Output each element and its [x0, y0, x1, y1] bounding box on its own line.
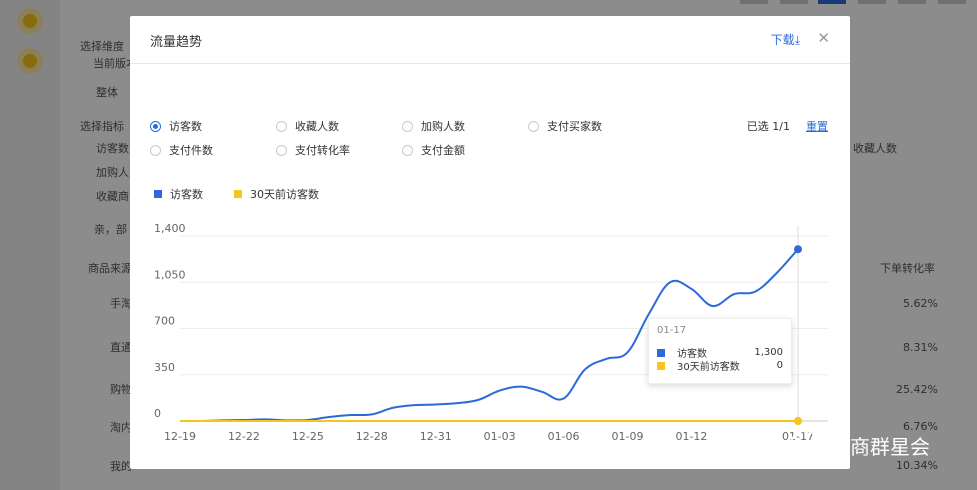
row-rate: 10.34% — [896, 459, 938, 472]
radio-icon — [276, 120, 287, 132]
right-metric[interactable]: 收藏人数 — [853, 142, 897, 155]
metric-pay-amount[interactable]: 支付金额 — [402, 142, 465, 158]
radio-icon — [150, 144, 161, 156]
checkbox-item[interactable]: 收藏商 — [96, 190, 129, 203]
download-label: 下载 — [770, 33, 795, 47]
metric-conversion[interactable]: 支付转化率 — [276, 142, 350, 158]
metric-buyers[interactable]: 支付买家数 — [528, 118, 602, 134]
radio-icon — [276, 144, 287, 156]
legend-item[interactable]: 30天前访客数 — [234, 186, 319, 202]
row-name: 直通 — [110, 341, 132, 354]
radio-icon — [402, 144, 413, 156]
tooltip-date: 01-17 — [657, 325, 687, 336]
row-name: 淘内 — [110, 421, 132, 434]
traffic-trend-modal: 流量趋势 下载⤓ ✕ 访客数 收藏人数 加购人数 支付买家数 支付件数 支付转化… — [130, 16, 850, 469]
legend-swatch — [234, 190, 242, 198]
row-rate: 25.42% — [896, 383, 938, 396]
y-tick-label: 0 — [154, 407, 161, 420]
y-tick-label: 1,050 — [154, 268, 186, 281]
wechat-icon: ∞ — [790, 430, 820, 460]
tooltip-name: 30天前访客数 — [677, 362, 740, 373]
row-name: 我的 — [110, 460, 132, 473]
tooltip-swatch — [657, 348, 665, 357]
download-button[interactable]: 下载⤓ — [771, 31, 800, 48]
tooltip-row: 30天前访客数 0 — [657, 359, 783, 373]
checkbox-item[interactable]: 加购人 — [96, 166, 129, 179]
watermark: ∞ 电商群星会 — [790, 430, 930, 460]
tooltip-swatch — [657, 361, 665, 370]
y-tick-label: 700 — [154, 315, 175, 328]
metric-label: 选择指标 — [80, 120, 124, 133]
tooltip-value: 1,300 — [754, 347, 783, 358]
watermark-text: 电商群星会 — [830, 434, 930, 459]
tooltip-row: 访客数 1,300 — [657, 346, 783, 360]
note-text: 亲，部 — [94, 223, 127, 236]
x-tick-label: 01-09 — [612, 430, 644, 443]
metric-visitors[interactable]: 访客数 — [150, 118, 202, 134]
series-point — [794, 417, 802, 425]
x-tick-label: 12-25 — [292, 430, 324, 443]
source-header: 商品来源 — [88, 262, 132, 275]
row-name: 手淘 — [110, 297, 132, 310]
metric-pay-items[interactable]: 支付件数 — [150, 142, 213, 158]
series-point — [794, 245, 802, 254]
radio-icon — [402, 120, 413, 132]
download-icon: ⤓ — [794, 33, 800, 47]
row-name: 购物 — [110, 383, 132, 396]
modal-title: 流量趋势 — [150, 35, 203, 50]
metric-favorites[interactable]: 收藏人数 — [276, 118, 339, 134]
x-tick-label: 01-03 — [484, 430, 516, 443]
legend-item[interactable]: 访客数 — [154, 186, 203, 202]
radio-icon — [150, 120, 161, 132]
close-icon[interactable]: ✕ — [817, 29, 830, 47]
line-chart[interactable]: 0 350 700 1,050 1,400 12-19 12-22 12-25 12-28 12-… — [130, 16, 850, 469]
tooltip-name: 访客数 — [677, 349, 707, 360]
current-version-label: 当前版本 — [93, 57, 137, 70]
top-pagination — [740, 0, 977, 4]
overall-label[interactable]: 整体 — [96, 86, 118, 99]
y-tick-label: 350 — [154, 361, 175, 374]
selected-count: 已选 1/1 — [746, 120, 790, 133]
sidebar-dot-icon — [23, 14, 37, 28]
radio-icon — [528, 120, 539, 132]
x-tick-label: 01-06 — [548, 430, 580, 443]
x-tick-label: 12-22 — [228, 430, 260, 443]
sidebar — [0, 0, 60, 490]
row-rate: 8.31% — [903, 341, 938, 354]
x-tick-label: 12-28 — [356, 430, 388, 443]
tooltip-value: 0 — [776, 360, 783, 371]
row-rate: 5.62% — [903, 297, 938, 310]
dimension-label: 选择维度 — [80, 40, 124, 53]
metric-add-cart[interactable]: 加购人数 — [402, 118, 465, 134]
modal-header: 流量趋势 下载⤓ ✕ — [130, 16, 850, 64]
row-rate: 6.76% — [903, 420, 938, 433]
x-tick-label: 01-12 — [675, 430, 707, 443]
checkbox-item[interactable]: 访客数 — [96, 142, 129, 155]
legend-swatch — [154, 190, 162, 198]
x-tick-label: 12-19 — [164, 430, 196, 443]
rate-header[interactable]: 下单转化率 — [880, 262, 935, 275]
y-tick-label: 1,400 — [154, 222, 186, 235]
sidebar-dot-icon — [23, 54, 37, 68]
x-tick-label: 12-31 — [420, 430, 452, 443]
chart-tooltip: 01-17 访客数 1,300 30天前访客数 0 — [648, 318, 792, 384]
reset-button[interactable]: 重置 — [806, 120, 828, 133]
